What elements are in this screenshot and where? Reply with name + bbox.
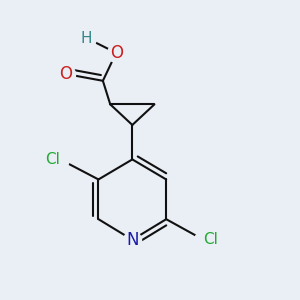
Text: O: O (60, 65, 73, 83)
Text: O: O (110, 44, 123, 62)
Text: Cl: Cl (45, 152, 60, 167)
Text: H: H (81, 31, 92, 46)
Text: Cl: Cl (203, 232, 218, 247)
Text: N: N (126, 231, 139, 249)
